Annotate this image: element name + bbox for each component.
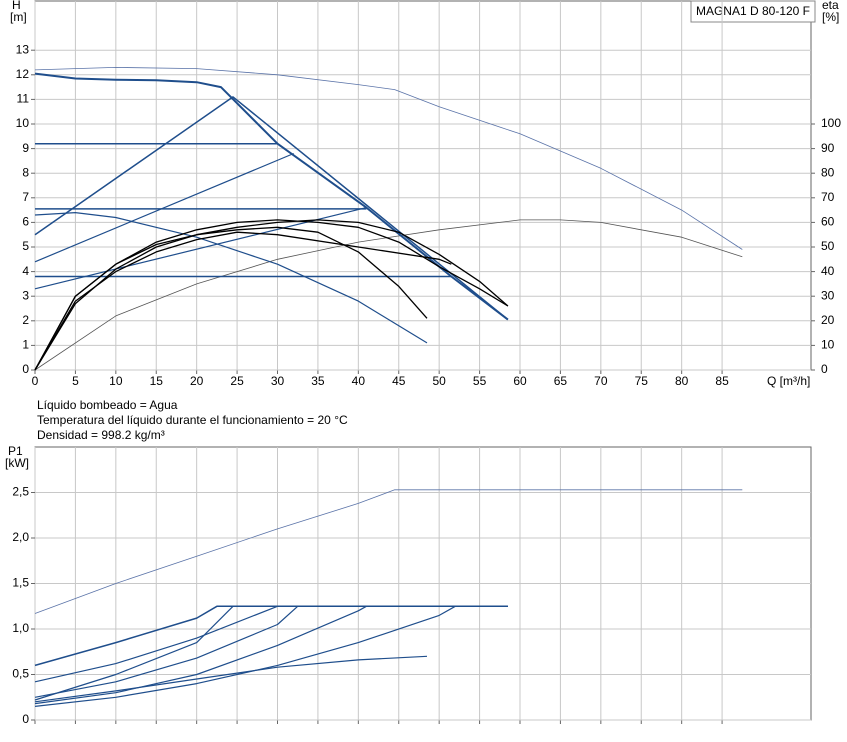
y-tick-label: 0 <box>22 362 29 376</box>
y2-tick-label: 70 <box>821 190 835 204</box>
y-tick-label: 8 <box>22 165 29 179</box>
curve <box>34 72 509 321</box>
y2-tick-label: 10 <box>821 338 835 352</box>
y2-label: eta <box>822 0 839 12</box>
y-tick-label: 7 <box>22 190 29 204</box>
x-tick-label: 55 <box>473 374 487 388</box>
y2-tick-label: 30 <box>821 288 835 302</box>
x-tick-label: 25 <box>230 374 244 388</box>
x-tick-label: 65 <box>554 374 568 388</box>
y-tick-label: 13 <box>16 42 30 56</box>
curve <box>34 207 367 290</box>
y-tick-label: 0 <box>22 712 29 726</box>
x-tick-label: 60 <box>513 374 527 388</box>
y-label: H <box>12 0 21 12</box>
curve <box>34 212 428 344</box>
y-tick-label: 4 <box>22 264 29 278</box>
y-unit: [m] <box>10 10 27 24</box>
curve <box>34 605 234 701</box>
curve <box>34 219 743 371</box>
x-tick-label: 0 <box>32 374 39 388</box>
x-tick-label: 10 <box>109 374 123 388</box>
curve <box>34 605 508 705</box>
y2-tick-label: 80 <box>821 165 835 179</box>
curve <box>34 655 428 703</box>
x-tick-label: 85 <box>715 374 729 388</box>
x-tick-label: 35 <box>311 374 325 388</box>
y2-unit: [%] <box>822 10 839 24</box>
y-tick-label: 0,5 <box>12 667 29 681</box>
y2-tick-label: 0 <box>821 362 828 376</box>
x-tick-label: 40 <box>352 374 366 388</box>
chart-title: MAGNA1 D 80-120 F <box>696 4 810 18</box>
y2-tick-label: 20 <box>821 313 835 327</box>
curve <box>34 219 509 371</box>
x-tick-label: 20 <box>190 374 204 388</box>
curve <box>34 152 294 263</box>
curve <box>34 96 509 321</box>
x-label: Q [m³/h] <box>767 374 810 388</box>
y-tick-label: 2,5 <box>12 485 29 499</box>
y-unit: [kW] <box>5 456 29 470</box>
y-tick-label: 10 <box>16 116 30 130</box>
y-tick-label: 1,0 <box>12 621 29 635</box>
curve <box>34 219 509 371</box>
curve <box>34 67 743 250</box>
y2-tick-label: 60 <box>821 215 835 229</box>
x-tick-label: 70 <box>594 374 608 388</box>
y2-tick-label: 50 <box>821 239 835 253</box>
x-tick-label: 80 <box>675 374 689 388</box>
note: Densidad = 998.2 kg/m³ <box>37 428 165 442</box>
y-tick-label: 2,0 <box>12 530 29 544</box>
curve <box>34 605 508 698</box>
y-tick-label: 6 <box>22 215 29 229</box>
curve <box>34 605 508 707</box>
note: Líquido bombeado = Agua <box>37 398 178 412</box>
y-tick-label: 1,5 <box>12 576 29 590</box>
y-tick-label: 1 <box>22 338 29 352</box>
y-tick-label: 5 <box>22 239 29 253</box>
y-tick-label: 2 <box>22 313 29 327</box>
y2-tick-label: 90 <box>821 141 835 155</box>
curve <box>34 489 743 614</box>
x-tick-label: 15 <box>150 374 164 388</box>
y2-tick-label: 100 <box>821 116 841 130</box>
note: Temperatura del líquido durante el funci… <box>37 413 348 427</box>
y-label: P1 <box>8 444 23 458</box>
x-tick-label: 75 <box>635 374 649 388</box>
x-tick-label: 50 <box>432 374 446 388</box>
x-tick-label: 30 <box>271 374 285 388</box>
y-tick-label: 12 <box>16 67 30 81</box>
y-tick-label: 9 <box>22 141 29 155</box>
y-tick-label: 3 <box>22 288 29 302</box>
y-tick-label: 11 <box>17 92 30 106</box>
y2-tick-label: 40 <box>821 264 835 278</box>
x-tick-label: 5 <box>72 374 79 388</box>
x-tick-label: 45 <box>392 374 406 388</box>
